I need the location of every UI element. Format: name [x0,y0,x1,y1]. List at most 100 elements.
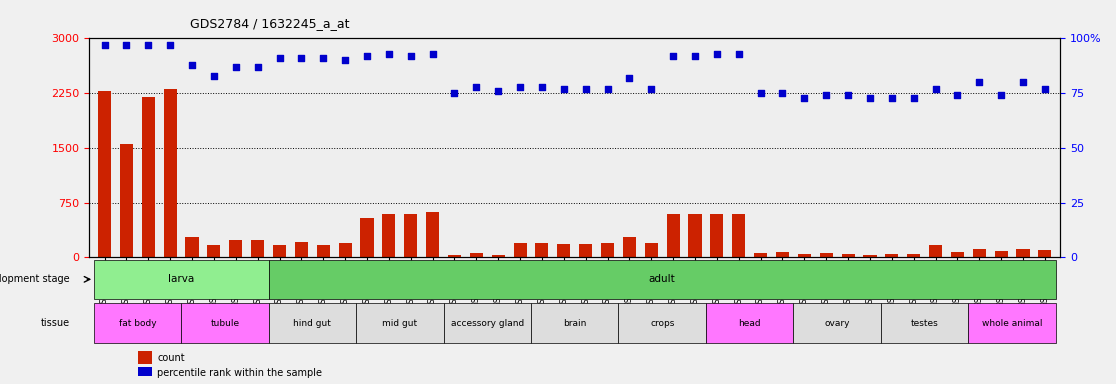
Bar [841,254,855,257]
Point [598,86,616,92]
Text: count: count [157,353,185,362]
Point [839,92,857,98]
Point [402,53,420,59]
Point [862,94,879,101]
Point [817,92,835,98]
Bar [1017,249,1030,257]
Point [926,86,944,92]
Bar [798,254,811,257]
Text: tissue: tissue [41,318,70,328]
Point [883,94,901,101]
Bar [142,97,155,257]
Bar [338,243,352,257]
Point [511,83,529,89]
Text: head: head [739,319,761,328]
Point [992,92,1010,98]
Point [315,55,333,61]
Bar [208,245,221,257]
Bar [492,255,504,257]
Text: fat body: fat body [118,319,156,328]
Bar [470,253,483,257]
Bar [164,89,176,257]
Point [270,55,288,61]
Text: mid gut: mid gut [383,319,417,328]
Text: tubule: tubule [210,319,240,328]
Bar [138,367,153,379]
Bar [864,255,876,257]
Point [1014,79,1032,85]
Bar [295,242,308,257]
FancyBboxPatch shape [94,303,181,343]
FancyBboxPatch shape [269,303,356,343]
Point [730,51,748,57]
Bar [689,214,702,257]
Point [358,53,376,59]
Bar [776,252,789,257]
Point [796,94,814,101]
Bar [98,91,112,257]
Bar [666,214,680,257]
FancyBboxPatch shape [356,303,443,343]
Text: ovary: ovary [825,319,850,328]
Bar [119,144,133,257]
Text: brain: brain [564,319,586,328]
Point [227,64,244,70]
FancyBboxPatch shape [793,303,881,343]
Point [577,86,595,92]
Bar [1038,250,1051,257]
Point [140,42,157,48]
FancyBboxPatch shape [881,303,969,343]
Bar [383,214,395,257]
Bar [579,244,593,257]
Point [708,51,725,57]
Bar [317,245,330,257]
Bar [360,218,374,257]
Text: percentile rank within the sample: percentile rank within the sample [157,368,323,378]
FancyBboxPatch shape [969,303,1056,343]
Text: larva: larva [169,274,194,284]
Bar [732,214,745,257]
Bar [229,240,242,257]
Point [336,57,354,63]
Bar [623,237,636,257]
FancyBboxPatch shape [531,303,618,343]
Bar [951,252,964,257]
Bar [185,237,199,257]
Text: accessory gland: accessory gland [451,319,523,328]
Point [379,51,397,57]
Point [445,90,463,96]
Point [773,90,791,96]
Bar [513,243,527,257]
Bar [754,253,767,257]
Point [161,42,179,48]
Bar [404,214,417,257]
Text: GDS2784 / 1632245_a_at: GDS2784 / 1632245_a_at [190,17,349,30]
FancyBboxPatch shape [94,260,269,299]
Point [424,51,442,57]
FancyBboxPatch shape [706,303,793,343]
FancyBboxPatch shape [443,303,531,343]
Bar [273,245,286,257]
Text: testes: testes [911,319,939,328]
Point [620,75,638,81]
Bar [426,212,440,257]
Point [489,88,507,94]
Bar [973,249,985,257]
Bar [138,351,153,364]
Text: hind gut: hind gut [294,319,331,328]
Text: adult: adult [648,274,675,284]
Bar [602,243,614,257]
Point [686,53,704,59]
Point [1036,86,1054,92]
Point [643,86,661,92]
Point [905,94,923,101]
Point [96,42,114,48]
Bar [557,244,570,257]
Bar [536,243,548,257]
Bar [645,243,657,257]
Point [205,73,223,79]
Text: whole animal: whole animal [982,319,1042,328]
Bar [251,240,264,257]
Point [664,53,682,59]
Bar [819,253,833,257]
